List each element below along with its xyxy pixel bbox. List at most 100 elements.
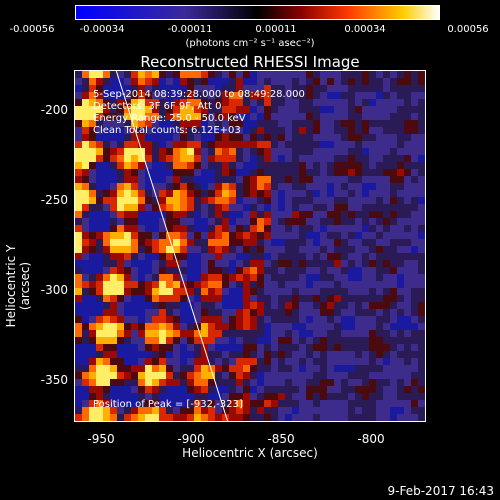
heatmap-pixel (180, 197, 187, 204)
heatmap-pixel (166, 204, 173, 211)
heatmap-pixel (285, 372, 292, 379)
heatmap-pixel (131, 204, 138, 211)
heatmap-pixel (96, 400, 103, 407)
heatmap-pixel (306, 225, 313, 232)
heatmap-pixel (166, 92, 173, 99)
heatmap-pixel (208, 379, 215, 386)
heatmap-pixel (215, 365, 222, 372)
heatmap-pixel (159, 120, 166, 127)
heatmap-pixel (201, 323, 208, 330)
heatmap-pixel (110, 393, 117, 400)
heatmap-pixel (320, 330, 327, 337)
heatmap-pixel (117, 162, 124, 169)
heatmap-pixel (299, 106, 306, 113)
heatmap-pixel (271, 316, 278, 323)
heatmap-pixel (348, 274, 355, 281)
heatmap-pixel (145, 190, 152, 197)
chart-title: Reconstructed RHESSI Image (140, 53, 360, 71)
heatmap-pixel (404, 232, 411, 239)
heatmap-pixel (264, 316, 271, 323)
heatmap-pixel (236, 239, 243, 246)
heatmap-pixel (145, 155, 152, 162)
heatmap-pixel (236, 274, 243, 281)
heatmap-pixel (229, 400, 236, 407)
heatmap-pixel (145, 148, 152, 155)
heatmap-pixel (369, 141, 376, 148)
heatmap-pixel (327, 225, 334, 232)
heatmap-pixel (229, 379, 236, 386)
heatmap-pixel (145, 253, 152, 260)
heatmap-pixel (180, 106, 187, 113)
heatmap-pixel (418, 176, 425, 183)
heatmap-pixel (327, 365, 334, 372)
heatmap-pixel (271, 288, 278, 295)
heatmap-pixel (96, 372, 103, 379)
heatmap-pixel (243, 190, 250, 197)
heatmap-pixel (124, 414, 131, 421)
heatmap-pixel (152, 330, 159, 337)
heatmap-pixel (229, 295, 236, 302)
heatmap-pixel (173, 78, 180, 85)
heatmap-pixel (292, 176, 299, 183)
heatmap-pixel (187, 92, 194, 99)
heatmap-pixel (299, 204, 306, 211)
heatmap-pixel (103, 288, 110, 295)
heatmap-pixel (306, 113, 313, 120)
heatmap-pixel (418, 337, 425, 344)
heatmap-pixel (292, 288, 299, 295)
heatmap-pixel (201, 372, 208, 379)
heatmap-pixel (376, 281, 383, 288)
heatmap-pixel (362, 281, 369, 288)
heatmap-pixel (124, 330, 131, 337)
heatmap-pixel (278, 274, 285, 281)
heatmap-pixel (250, 141, 257, 148)
heatmap-pixel (173, 99, 180, 106)
heatmap-pixel (215, 372, 222, 379)
heatmap-pixel (180, 330, 187, 337)
heatmap-pixel (390, 281, 397, 288)
heatmap-pixel (110, 190, 117, 197)
heatmap-pixel (327, 400, 334, 407)
heatmap-pixel (320, 260, 327, 267)
heatmap-pixel (390, 127, 397, 134)
heatmap-pixel (369, 379, 376, 386)
heatmap-pixel (278, 106, 285, 113)
heatmap-pixel (285, 323, 292, 330)
heatmap-pixel (397, 288, 404, 295)
heatmap-pixel (320, 365, 327, 372)
heatmap-pixel (271, 183, 278, 190)
heatmap-pixel (390, 260, 397, 267)
heatmap-pixel (264, 267, 271, 274)
heatmap-pixel (418, 274, 425, 281)
heatmap-pixel (187, 113, 194, 120)
heatmap-pixel (299, 176, 306, 183)
heatmap-pixel (292, 190, 299, 197)
heatmap-pixel (152, 295, 159, 302)
heatmap-pixel (75, 169, 82, 176)
heatmap-pixel (390, 302, 397, 309)
heatmap-pixel (166, 155, 173, 162)
heatmap-pixel (313, 295, 320, 302)
heatmap-pixel (201, 309, 208, 316)
heatmap-pixel (271, 365, 278, 372)
heatmap-pixel (89, 232, 96, 239)
heatmap-pixel (397, 106, 404, 113)
heatmap-pixel (411, 358, 418, 365)
heatmap-pixel (215, 379, 222, 386)
heatmap-pixel (418, 330, 425, 337)
heatmap-pixel (369, 344, 376, 351)
heatmap-pixel (201, 225, 208, 232)
heatmap-pixel (292, 274, 299, 281)
heatmap-pixel (306, 316, 313, 323)
heatmap-pixel (334, 113, 341, 120)
heatmap-pixel (404, 309, 411, 316)
heatmap-pixel (159, 197, 166, 204)
heatmap-pixel (362, 155, 369, 162)
heatmap-pixel (222, 190, 229, 197)
heatmap-pixel (82, 127, 89, 134)
heatmap-pixel (194, 218, 201, 225)
heatmap-pixel (278, 246, 285, 253)
heatmap-pixel (152, 169, 159, 176)
heatmap-pixel (383, 85, 390, 92)
heatmap-pixel (145, 295, 152, 302)
